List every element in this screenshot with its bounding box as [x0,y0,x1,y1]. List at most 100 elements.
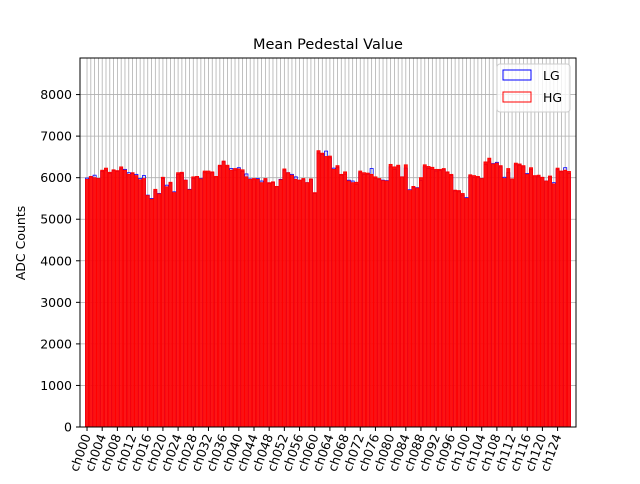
legend: LG HG [496,63,571,113]
bar-hg-ch016 [145,195,150,428]
y-tick-label: 7000 [40,129,72,144]
bar-hg-ch109 [498,165,503,428]
bar-hg-ch081 [392,166,397,428]
bar-hg-ch110 [502,178,507,428]
bar-hg-ch108 [494,162,499,428]
bar-hg-ch064 [327,155,332,428]
bar-hg-ch088 [419,177,423,428]
y-tick-label: 2000 [40,336,72,351]
bar-hg-ch065 [331,168,336,428]
bar-hg-ch095 [445,171,450,428]
bar-hg-ch018 [153,188,158,428]
bar-hg-ch087 [415,187,420,428]
bar-hg-ch028 [191,176,196,428]
bar-hg-ch084 [403,164,408,428]
bar-hg-ch121 [544,180,549,428]
bar-hg-ch067 [339,173,344,428]
bar-hg-ch085 [407,190,412,428]
bar-hg-ch094 [441,168,446,428]
bar-hg-ch063 [324,156,329,428]
bar-hg-ch105 [483,161,488,428]
bar-hg-ch069 [346,180,351,428]
chart-title: Mean Pedestal Value [253,37,403,53]
bar-hg-ch038 [229,169,234,428]
bar-hg-ch119 [536,174,541,428]
bar-hg-ch079 [384,180,389,428]
bar-hg-ch049 [271,181,275,428]
bar-hg-ch052 [282,168,287,428]
bar-hg-ch048 [267,182,272,428]
bar-hg-ch015 [141,178,146,428]
bar-hg-ch017 [149,198,154,428]
bar-hg-ch041 [240,169,245,428]
bar-hg-ch029 [195,176,200,428]
bar-hg-ch056 [297,179,302,428]
bar-hg-ch099 [460,193,465,428]
bar-hg-ch107 [491,163,496,428]
bar-hg-ch001 [88,176,93,428]
y-tick-label: 4000 [40,253,72,268]
bar-hg-ch035 [217,164,222,428]
bar-hg-ch000 [85,178,89,428]
bar-hg-ch023 [172,192,177,428]
bar-hg-ch039 [233,168,237,428]
plot-area-frame [79,57,577,428]
legend-label-hg: HG [543,90,562,105]
bar-hg-ch091 [430,166,435,428]
bar-hg-ch124 [555,167,560,428]
bar-hg-ch127 [567,171,571,428]
y-tick-label: 3000 [40,295,72,310]
bar-hg-ch062 [320,152,325,428]
bar-hg-ch122 [548,175,552,428]
bar-hg-ch060 [312,192,317,428]
bar-hg-ch096 [449,173,454,428]
bar-hg-ch053 [286,172,291,428]
bar-hg-ch003 [96,178,101,428]
bar-hg-ch117 [529,167,533,428]
bar-hg-ch042 [244,176,249,428]
bar-hg-ch070 [350,182,355,428]
bar-hg-ch037 [225,164,230,428]
bar-hg-ch033 [210,171,215,428]
bar-hg-ch106 [487,157,492,428]
bar-hg-ch103 [475,176,480,428]
bar-hg-ch009 [119,166,124,428]
bar-hg-ch002 [92,177,97,428]
legend-swatch-hg [502,91,532,103]
bar-hg-ch100 [464,198,469,428]
bar-hg-ch125 [559,170,564,428]
bar-hg-ch073 [362,172,367,428]
bar-hg-ch116 [525,173,530,428]
x-axis: ch000ch004ch008ch012ch016ch020ch024ch028… [67,427,564,473]
bar-hg-ch086 [411,185,416,428]
bar-hg-ch030 [198,178,203,428]
legend-swatch-lg [502,69,532,81]
bar-hg-ch055 [293,178,298,428]
bar-hg-ch075 [369,173,374,428]
bar-hg-ch115 [521,165,526,428]
y-tick-label: 6000 [40,170,72,185]
bar-hg-ch113 [513,162,518,428]
y-tick-label: 1000 [40,378,72,393]
bar-hg-ch020 [160,176,165,428]
y-tick-label: 0 [64,420,72,435]
bar-hg-ch066 [335,165,340,428]
bar-hg-ch040 [236,168,241,428]
bar-hg-ch071 [354,181,359,428]
bar-hg-ch034 [214,176,219,428]
bar-hg-ch008 [115,170,120,428]
bar-hg-ch072 [358,170,363,428]
bar-hg-ch010 [123,169,127,428]
bar-hg-ch068 [343,171,348,428]
bar-hg-ch045 [255,178,260,428]
bar-hg-ch047 [263,178,268,428]
bar-hg-ch092 [434,168,439,428]
bar-hg-ch082 [396,164,401,428]
bar-hg-ch022 [168,181,173,428]
bar-hg-ch098 [456,190,461,428]
bar-hg-ch118 [532,175,537,428]
legend-frame [496,63,571,113]
bar-hg-ch097 [453,189,458,428]
